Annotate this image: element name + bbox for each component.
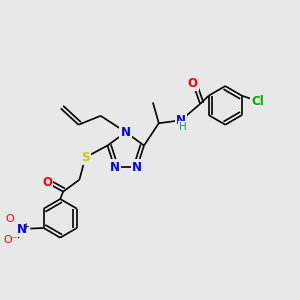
- Text: N: N: [16, 223, 26, 236]
- Text: +: +: [22, 222, 29, 231]
- Text: O: O: [42, 176, 52, 189]
- Text: H: H: [178, 122, 186, 132]
- Text: N: N: [121, 126, 131, 139]
- Text: O: O: [188, 76, 198, 90]
- Text: N: N: [110, 160, 119, 174]
- Text: Cl: Cl: [252, 95, 265, 108]
- Text: S: S: [81, 151, 90, 164]
- Text: O⁻: O⁻: [3, 235, 17, 245]
- Text: N: N: [132, 160, 142, 174]
- Text: N: N: [176, 114, 186, 127]
- Text: O: O: [6, 214, 15, 224]
